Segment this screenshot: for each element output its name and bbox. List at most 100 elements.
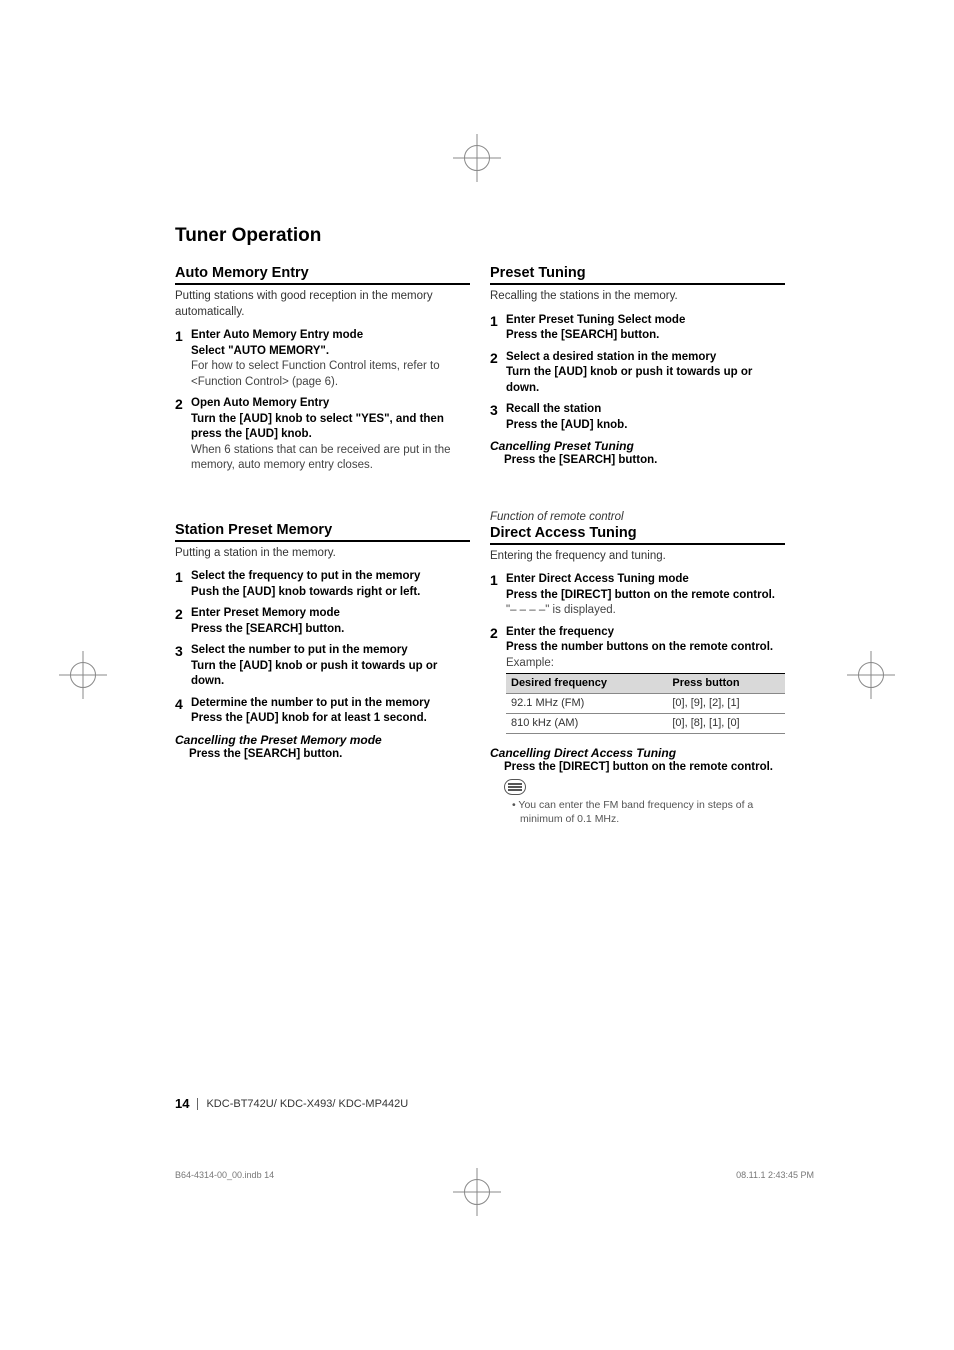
step-action: Press the [AUD] knob. (506, 418, 785, 434)
table-row: 810 kHz (AM) [0], [8], [1], [0] (506, 713, 785, 733)
step-number: 4 (175, 696, 191, 727)
step: 2 Enter Preset Memory mode Press the [SE… (175, 606, 470, 637)
registration-mark-top (464, 145, 490, 171)
page-footer: 14 KDC-BT742U/ KDC-X493/ KDC-MP442U (175, 1096, 408, 1111)
step-body: Open Auto Memory Entry Turn the [AUD] kn… (191, 396, 470, 474)
table-cell: [0], [8], [1], [0] (667, 713, 785, 733)
step-heading: Enter the frequency (506, 625, 785, 641)
table-header: Press button (667, 674, 785, 694)
step-number: 3 (175, 643, 191, 690)
step: 1 Enter Direct Access Tuning mode Press … (490, 572, 785, 619)
section-intro: Putting stations with good reception in … (175, 289, 470, 320)
step-action: Turn the [AUD] knob or push it towards u… (506, 365, 785, 396)
registration-mark-bottom (464, 1179, 490, 1205)
step: 3 Select the number to put in the memory… (175, 643, 470, 690)
step-body: Enter Direct Access Tuning mode Press th… (506, 572, 785, 619)
step-number: 2 (490, 625, 506, 734)
step-heading: Enter Preset Memory mode (191, 606, 470, 622)
step-heading: Open Auto Memory Entry (191, 396, 470, 412)
step-number: 1 (175, 569, 191, 600)
chapter-title: Tuner Operation (175, 225, 785, 247)
step-body: Enter Preset Tuning Select mode Press th… (506, 313, 785, 344)
step-action: Press the [SEARCH] button. (191, 622, 470, 638)
step: 2 Select a desired station in the memory… (490, 350, 785, 397)
cancel-heading: Cancelling Preset Tuning (490, 439, 785, 453)
step: 1 Enter Preset Tuning Select mode Press … (490, 313, 785, 344)
step-body: Enter Auto Memory Entry mode Select "AUT… (191, 328, 470, 390)
step-body: Recall the station Press the [AUD] knob. (506, 402, 785, 433)
step-action: Press the number buttons on the remote c… (506, 640, 785, 656)
print-timestamp: 08.11.1 2:43:45 PM (736, 1170, 814, 1180)
step-heading: Enter Preset Tuning Select mode (506, 313, 785, 329)
cancel-heading: Cancelling Direct Access Tuning (490, 746, 785, 760)
step: 2 Enter the frequency Press the number b… (490, 625, 785, 734)
cancel-action: Press the [SEARCH] button. (490, 453, 785, 469)
step-body: Enter Preset Memory mode Press the [SEAR… (191, 606, 470, 637)
step-note: Example: (506, 656, 785, 672)
function-note: Function of remote control (490, 511, 785, 523)
step-body: Select a desired station in the memory T… (506, 350, 785, 397)
cancel-action: Press the [SEARCH] button. (175, 747, 470, 763)
footnote: • You can enter the FM band frequency in… (506, 798, 785, 826)
step-number: 1 (490, 313, 506, 344)
step-action: Press the [SEARCH] button. (506, 328, 785, 344)
step-note: For how to select Function Control items… (191, 359, 470, 390)
step: 1 Enter Auto Memory Entry mode Select "A… (175, 328, 470, 390)
step-number: 2 (490, 350, 506, 397)
step: 2 Open Auto Memory Entry Turn the [AUD] … (175, 396, 470, 474)
step-note: "– – – –" is displayed. (506, 603, 785, 619)
step-note: When 6 stations that can be received are… (191, 443, 470, 474)
section-intro: Entering the frequency and tuning. (490, 549, 785, 565)
step-heading: Enter Direct Access Tuning mode (506, 572, 785, 588)
note-icon (504, 779, 526, 795)
section-title: Auto Memory Entry (175, 265, 470, 285)
step-heading: Enter Auto Memory Entry mode (191, 328, 470, 344)
note-block: • You can enter the FM band frequency in… (490, 775, 785, 826)
right-column: Preset Tuning Recalling the stations in … (490, 265, 785, 827)
step-heading: Recall the station (506, 402, 785, 418)
cancel-heading: Cancelling the Preset Memory mode (175, 733, 470, 747)
footnote-text: You can enter the FM band frequency in s… (518, 799, 753, 825)
step-number: 1 (490, 572, 506, 619)
two-column-layout: Auto Memory Entry Putting stations with … (175, 265, 785, 827)
section-intro: Putting a station in the memory. (175, 546, 470, 562)
step: 4 Determine the number to put in the mem… (175, 696, 470, 727)
print-metadata: B64-4314-00_00.indb 14 08.11.1 2:43:45 P… (175, 1170, 814, 1180)
step-action: Press the [DIRECT] button on the remote … (506, 588, 785, 604)
step-body: Select the frequency to put in the memor… (191, 569, 470, 600)
table-cell: 92.1 MHz (FM) (506, 694, 667, 714)
section-title: Preset Tuning (490, 265, 785, 285)
step-heading: Select the number to put in the memory (191, 643, 470, 659)
step-heading: Select the frequency to put in the memor… (191, 569, 470, 585)
step-action: Press the [AUD] knob for at least 1 seco… (191, 711, 470, 727)
step-heading: Select a desired station in the memory (506, 350, 785, 366)
step-action: Turn the [AUD] knob or push it towards u… (191, 659, 470, 690)
table-cell: [0], [9], [2], [1] (667, 694, 785, 714)
left-column: Auto Memory Entry Putting stations with … (175, 265, 470, 827)
table-header-row: Desired frequency Press button (506, 674, 785, 694)
step-heading: Determine the number to put in the memor… (191, 696, 470, 712)
cancel-action: Press the [DIRECT] button on the remote … (490, 760, 785, 776)
step-body: Determine the number to put in the memor… (191, 696, 470, 727)
step-number: 2 (175, 396, 191, 474)
step-number: 1 (175, 328, 191, 390)
frequency-example-table: Desired frequency Press button 92.1 MHz … (506, 673, 785, 734)
step-number: 2 (175, 606, 191, 637)
step-body: Select the number to put in the memory T… (191, 643, 470, 690)
step-action: Turn the [AUD] knob to select "YES", and… (191, 412, 470, 443)
section-intro: Recalling the stations in the memory. (490, 289, 785, 305)
table-cell: 810 kHz (AM) (506, 713, 667, 733)
step-action: Select "AUTO MEMORY". (191, 344, 470, 360)
step: 1 Select the frequency to put in the mem… (175, 569, 470, 600)
step-action: Push the [AUD] knob towards right or lef… (191, 585, 470, 601)
registration-mark-right (858, 662, 884, 688)
table-header: Desired frequency (506, 674, 667, 694)
page-number: 14 (175, 1096, 189, 1111)
section-title: Direct Access Tuning (490, 525, 785, 545)
footer-separator (197, 1098, 198, 1110)
page-content: Tuner Operation Auto Memory Entry Puttin… (175, 225, 785, 827)
section-gap (490, 469, 785, 511)
table-row: 92.1 MHz (FM) [0], [9], [2], [1] (506, 694, 785, 714)
print-filename: B64-4314-00_00.indb 14 (175, 1170, 274, 1180)
step-number: 3 (490, 402, 506, 433)
